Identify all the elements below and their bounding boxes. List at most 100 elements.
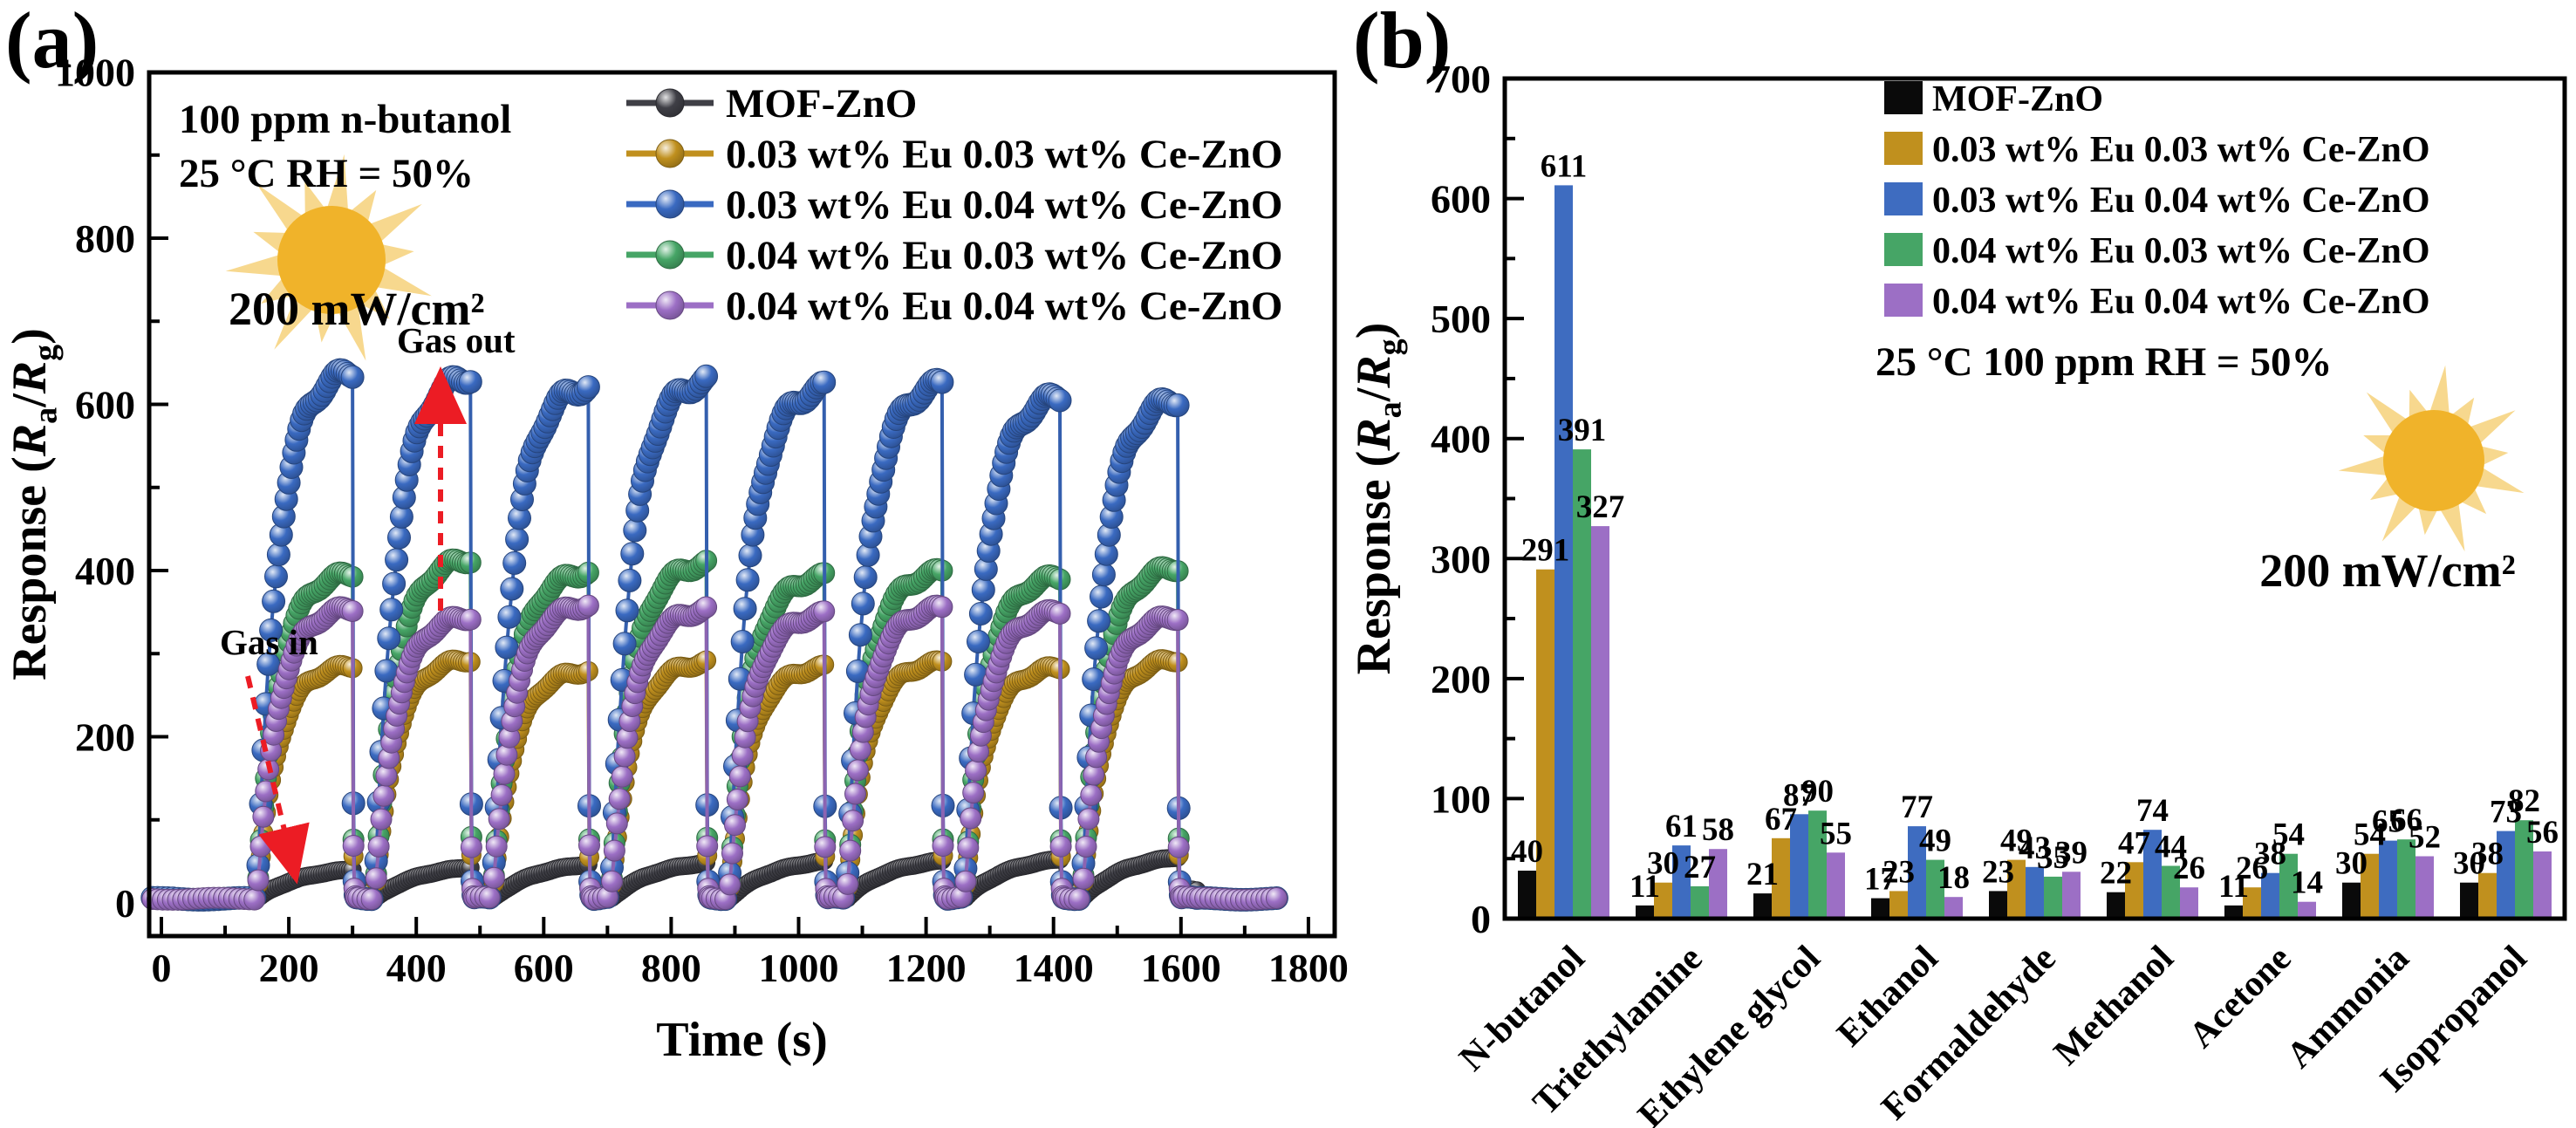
bar-isopropanol-0-03-wt-eu-0-04-wt-ce-zno <box>2497 831 2515 919</box>
x-tick-label: 1400 <box>1014 946 1094 990</box>
data-point <box>930 370 954 394</box>
panel-b-chart: 0 100 200 300 400 500 600 700 Response (Ra/Rg) 40… <box>1348 57 2567 1128</box>
y-tick-label: 400 <box>1431 417 1491 461</box>
panel-a-series <box>140 358 1288 912</box>
sun-ray <box>225 254 283 277</box>
bar-acetone-0-03-wt-eu-0-03-wt-ce-zno <box>2243 887 2261 919</box>
legend-swatch <box>1884 132 1923 165</box>
bar-value: 58 <box>1702 812 1734 848</box>
sun-ray <box>337 304 366 361</box>
legend-item-0-03-wt-eu-0-04-wt-ce-zno: 0.03 wt% Eu 0.04 wt% Ce-ZnO <box>1884 181 2430 221</box>
legend-marker-icon <box>655 139 685 168</box>
legend-marker-icon <box>655 291 685 320</box>
bar-value: 67 <box>1765 802 1797 837</box>
data-point <box>848 623 872 647</box>
panel-b-plot: 0 100 200 300 400 500 600 700 Response (Ra/Rg) 40… <box>1348 57 2567 1128</box>
data-point <box>490 783 513 806</box>
data-point <box>264 564 288 589</box>
y-tick-label: 100 <box>1431 776 1491 821</box>
series-0-03-wt-eu-0-03-wt-ce-zno <box>1536 569 2497 919</box>
data-point <box>957 837 980 859</box>
data-point <box>1265 887 1288 909</box>
bar-n-butanol-mof-zno <box>1518 871 1536 919</box>
bar-triethylamine-0-04-wt-eu-0-03-wt-ce-zno <box>1691 885 1709 919</box>
series-labels-0-03-wt-eu-0-04-wt-ce-zno: 611 61 87 77 43 74 38 65 73 <box>1541 148 2522 872</box>
data-point <box>367 835 390 858</box>
data-point <box>488 808 510 831</box>
data-point <box>719 873 741 896</box>
legend-swatch <box>1884 182 1923 215</box>
bar-value: 87 <box>1783 777 1815 813</box>
legend-label: 0.04 wt% Eu 0.03 wt% Ce-ZnO <box>726 233 1282 278</box>
bar-value: 77 <box>1901 790 1933 825</box>
data-point <box>694 364 719 388</box>
data-point <box>696 835 719 858</box>
legend-item-0-03-wt-eu-0-03-wt-ce-zno: 0.03 wt% Eu 0.03 wt% Ce-ZnO <box>626 132 1282 177</box>
legend-label: MOF-ZnO <box>726 81 917 126</box>
bar-n-butanol-0-04-wt-eu-0-03-wt-ce-zno <box>1573 449 1591 919</box>
data-point <box>1049 602 1071 625</box>
data-point <box>1072 867 1095 890</box>
data-point <box>853 565 878 590</box>
bar-triethylamine-0-04-wt-eu-0-04-wt-ce-zno <box>1709 849 1727 919</box>
bar-ammonia-0-04-wt-eu-0-03-wt-ce-zno <box>2397 839 2415 919</box>
sun-core <box>277 206 386 314</box>
series-0-04-wt-eu-0-04-wt-ce-zno <box>141 594 1288 911</box>
bar-value: 18 <box>1937 860 1970 896</box>
bar-value: 291 <box>1521 533 1570 569</box>
y-tick-label: 800 <box>75 216 135 261</box>
bar-value: 27 <box>1684 850 1716 885</box>
data-point <box>1166 609 1189 631</box>
sun-ray <box>2381 495 2417 542</box>
data-point <box>1165 393 1190 417</box>
data-point <box>500 577 524 601</box>
data-point <box>365 867 387 890</box>
bar-formaldehyde-0-03-wt-eu-0-03-wt-ce-zno <box>2007 859 2026 919</box>
panel-a-label: (a) <box>5 0 99 85</box>
bar-ethylene-glycol-0-03-wt-eu-0-04-wt-ce-zno <box>1790 814 1808 919</box>
data-point <box>932 835 954 857</box>
legend-marker-icon <box>655 240 685 270</box>
data-point <box>620 542 645 566</box>
data-point <box>1087 609 1111 633</box>
bar-value: 23 <box>1882 854 1915 890</box>
legend-label: 0.03 wt% Eu 0.03 wt% Ce-ZnO <box>1932 130 2430 170</box>
bar-value: 90 <box>1801 774 1834 810</box>
y-tick-label: 0 <box>115 881 135 926</box>
series-0-03-wt-eu-0-04-wt-ce-zno <box>1554 185 2515 919</box>
legend-label: 0.04 wt% Eu 0.03 wt% Ce-ZnO <box>1932 231 2430 271</box>
bar-value: 82 <box>2508 783 2540 819</box>
bar-value: 73 <box>2490 795 2522 831</box>
panel-b-axes <box>1505 77 1524 920</box>
bar-value: 23 <box>1982 854 2014 890</box>
category-label-acetone: Acetone <box>2182 939 2299 1056</box>
bar-formaldehyde-0-04-wt-eu-0-03-wt-ce-zno <box>2044 876 2062 919</box>
bar-value: 54 <box>2354 817 2386 853</box>
x-tick-label: 1000 <box>759 946 839 990</box>
bar-triethylamine-0-03-wt-eu-0-04-wt-ce-zno <box>1672 845 1691 919</box>
bar-value: 39 <box>2055 835 2087 871</box>
gas-out-label: Gas out <box>397 320 516 360</box>
bar-value: 17 <box>1864 862 1896 898</box>
data-point <box>721 842 743 865</box>
data-point <box>259 618 284 642</box>
panel-a-tick-labels: 0 200 400 600 800 1000 1200 1400 1600 1800 0 200 400… <box>55 51 1348 991</box>
legend-item-0-04-wt-eu-0-03-wt-ce-zno: 0.04 wt% Eu 0.03 wt% Ce-ZnO <box>1884 231 2430 271</box>
x-tick-label: 600 <box>514 946 574 990</box>
data-point <box>493 762 516 785</box>
x-tick-label: 200 <box>259 946 319 990</box>
data-point <box>967 630 990 653</box>
data-point <box>839 839 862 862</box>
y-tick-label: 600 <box>75 383 135 427</box>
data-point <box>837 872 859 895</box>
data-point <box>382 571 407 596</box>
x-tick-label: 400 <box>386 946 447 990</box>
bar-n-butanol-0-03-wt-eu-0-04-wt-ce-zno <box>1554 185 1573 919</box>
bar-value: 21 <box>1746 857 1779 892</box>
bar-formaldehyde-mof-zno <box>1989 891 2007 919</box>
data-point <box>844 783 866 805</box>
bar-value: 30 <box>2335 846 2368 882</box>
data-point <box>377 626 401 651</box>
data-point <box>576 375 600 400</box>
